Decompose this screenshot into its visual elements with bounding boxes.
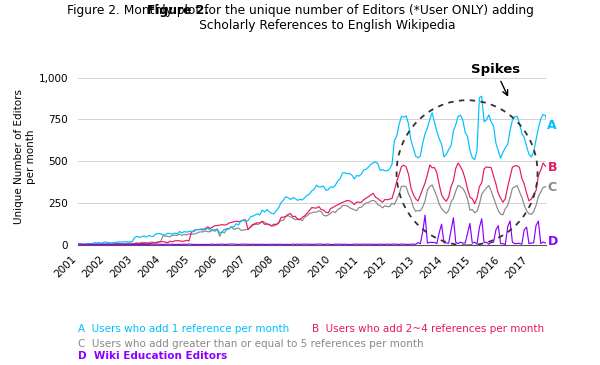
Text: C: C	[547, 181, 557, 195]
Text: A: A	[547, 119, 557, 132]
Text: C  Users who add greater than or equal to 5 references per month: C Users who add greater than or equal to…	[78, 339, 424, 349]
Text: B: B	[547, 161, 557, 174]
Text: Figure 2. Monthly plot for the unique number of Editors (*User ONLY) adding
    : Figure 2. Monthly plot for the unique nu…	[67, 4, 533, 32]
Text: B  Users who add 2~4 references per month: B Users who add 2~4 references per month	[312, 324, 544, 334]
Text: Figure 2.: Figure 2.	[147, 4, 209, 17]
Text: A  Users who add 1 reference per month: A Users who add 1 reference per month	[78, 324, 289, 334]
Text: D: D	[547, 235, 557, 248]
Y-axis label: Unique Number of Editors
per month: Unique Number of Editors per month	[14, 89, 36, 224]
Text: D  Wiki Education Editors: D Wiki Education Editors	[78, 351, 227, 361]
Text: Spikes: Spikes	[470, 63, 520, 96]
